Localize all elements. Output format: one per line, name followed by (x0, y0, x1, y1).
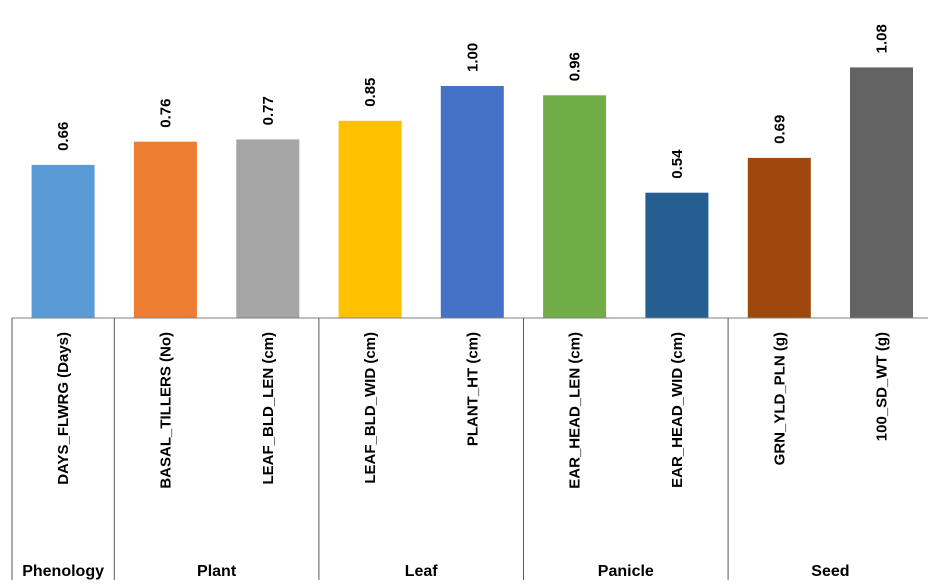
group-label-leaf: Leaf (405, 563, 439, 580)
category-label-7: EAR_HEAD_WID (cm) (669, 332, 686, 488)
value-label-2: 0.76 (157, 98, 174, 127)
bar-8 (747, 157, 811, 318)
category-label-6: EAR_HEAD_LEN (cm) (567, 332, 584, 489)
bar-3 (236, 139, 300, 318)
bar-7 (645, 192, 709, 318)
bars (31, 67, 913, 319)
bar-9 (850, 67, 913, 319)
category-label-5: PLANT_HT (cm) (464, 332, 481, 446)
value-label-7: 0.54 (669, 149, 686, 179)
value-label-5: 1.00 (464, 43, 481, 72)
category-label-3: LEAF_BLD_LEN (cm) (260, 332, 277, 485)
bar-4 (338, 120, 402, 318)
value-labels: 0.66 0.76 0.77 0.85 1.00 0.96 0.54 0.69 1.08 (55, 24, 890, 179)
group-label-panicle: Panicle (598, 563, 654, 580)
category-label-1: DAYS_FLWRG (Days) (55, 332, 72, 485)
bar-2 (133, 141, 197, 318)
group-label-plant: Plant (197, 563, 237, 580)
value-label-8: 0.69 (771, 115, 788, 144)
group-label-phenology: Phenology (22, 563, 104, 580)
value-label-6: 0.96 (567, 52, 584, 81)
value-label-3: 0.77 (260, 96, 277, 125)
group-label-seed: Seed (811, 563, 849, 580)
category-label-2: BASAL_TILLERS (No) (157, 332, 174, 489)
bar-1 (31, 164, 95, 318)
value-label-1: 0.66 (55, 122, 72, 151)
bar-6 (543, 95, 607, 318)
group-labels: Phenology Plant Leaf Panicle Seed (22, 563, 849, 580)
category-label-4: LEAF_BLD_WID (cm) (362, 332, 379, 484)
category-label-8: GRN_YLD_PLN (g) (771, 332, 788, 465)
value-label-9: 1.08 (874, 24, 891, 53)
bar-5 (440, 86, 504, 318)
category-labels: DAYS_FLWRG (Days) BASAL_TILLERS (No) LEAF_… (55, 332, 890, 489)
value-label-4: 0.85 (362, 78, 379, 107)
category-axis (11, 317, 928, 580)
category-label-9: 100_SD_WT (g) (874, 332, 891, 441)
